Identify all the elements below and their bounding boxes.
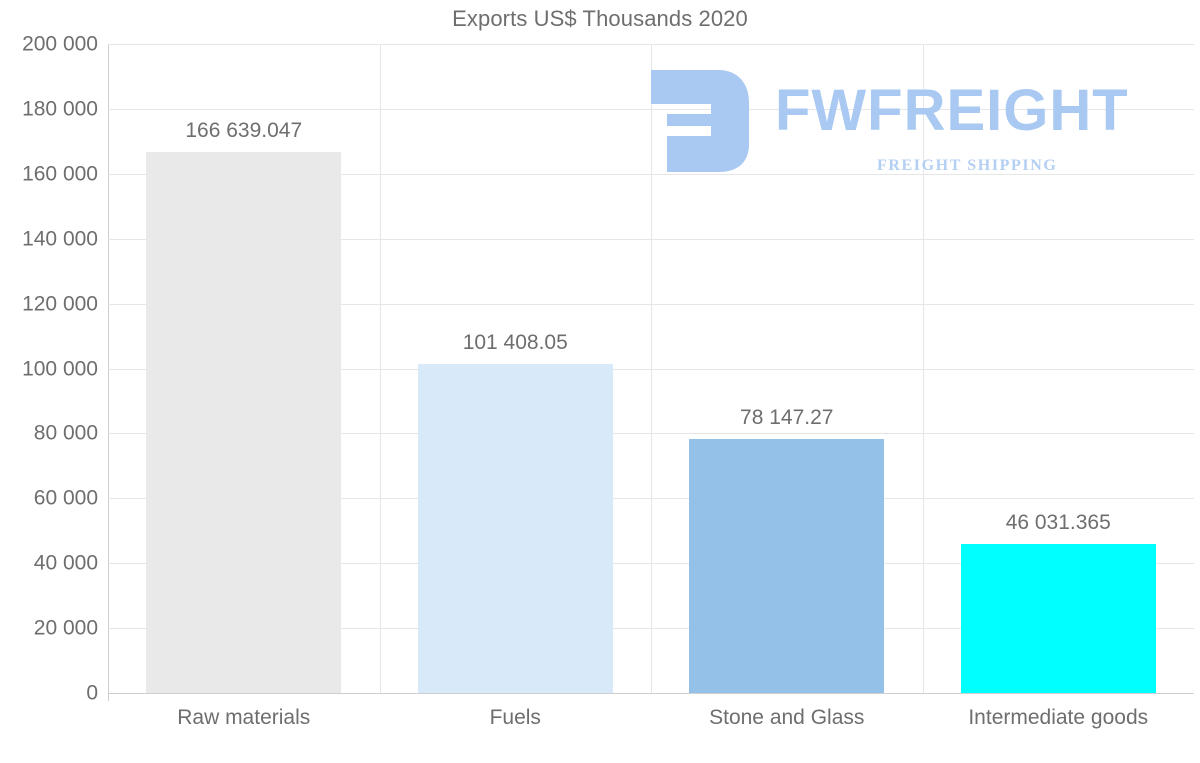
y-axis-tick-label: 20 000: [33, 616, 98, 640]
bar-value-label: 78 147.27: [740, 406, 834, 430]
plot-area: 166 639.047 101 408.05 78 147.27 46 031.365: [108, 44, 1194, 694]
y-axis-tick-label: 180 000: [22, 97, 98, 121]
x-axis-tick-label: Fuels: [489, 706, 541, 729]
y-axis-tick-label: 40 000: [33, 551, 98, 575]
chart-title: Exports US$ Thousands 2020: [452, 6, 748, 31]
category-separator-line: [923, 44, 924, 693]
y-axis-tick-label: 120 000: [22, 292, 98, 316]
y-axis-tick-label: 160 000: [22, 162, 98, 186]
y-axis-tick-labels: 200 000 180 000 160 000 140 000 120 000 100 0…: [0, 34, 98, 704]
y-axis-tick-label: 0: [86, 681, 98, 705]
bar-value-label: 166 639.047: [185, 119, 303, 143]
y-axis-line: [108, 44, 109, 701]
y-axis-tick-label: 140 000: [22, 227, 98, 251]
bar[interactable]: [146, 152, 342, 693]
y-axis-tick-label: 100 000: [22, 357, 98, 380]
bar[interactable]: [417, 363, 613, 693]
y-axis-tick-label: 200 000: [22, 32, 98, 56]
gridline: [108, 693, 1194, 694]
bar-value-label: 101 408.05: [462, 330, 568, 354]
y-axis-tick-label: 60 000: [33, 486, 98, 510]
x-axis-tick-label: Raw materials: [177, 706, 311, 729]
x-axis-tick-label: Stone and Glass: [709, 706, 865, 729]
x-axis-tick-label: Intermediate goods: [968, 706, 1149, 729]
bar[interactable]: [960, 543, 1156, 693]
category-separator-line: [651, 44, 652, 693]
bar-value-label: 46 031.365: [1005, 510, 1111, 534]
bar[interactable]: [689, 439, 885, 693]
category-separator-line: [380, 44, 381, 693]
y-axis-tick-label: 80 000: [33, 421, 98, 445]
